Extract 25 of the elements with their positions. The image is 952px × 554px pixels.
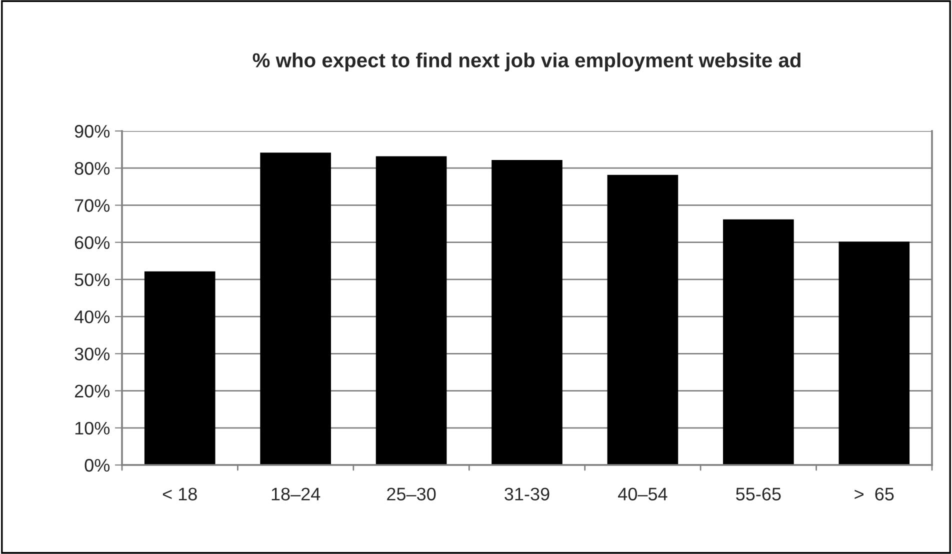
bar bbox=[607, 174, 678, 465]
y-tick-label: 30% bbox=[74, 348, 110, 360]
bar bbox=[723, 219, 794, 465]
y-tick-label: 40% bbox=[74, 310, 110, 324]
x-tick-label: 40–54 bbox=[618, 488, 668, 500]
bar bbox=[492, 160, 562, 465]
x-tick-label: 25–30 bbox=[387, 488, 436, 500]
bar bbox=[144, 271, 216, 465]
y-tick-label: 0% bbox=[84, 458, 110, 472]
bar bbox=[260, 152, 331, 465]
y-tick-label: 10% bbox=[75, 422, 110, 435]
bar bbox=[376, 156, 447, 465]
x-tick-label: 55-65 bbox=[736, 488, 781, 500]
x-tick-label: 31-39 bbox=[504, 488, 550, 500]
x-tick-label: 18–24 bbox=[272, 488, 320, 500]
x-tick-label: < 18 bbox=[162, 488, 197, 500]
chart-title: % who expect to find next job via employment website ad bbox=[252, 52, 800, 72]
y-tick-label: 50% bbox=[74, 273, 110, 286]
bar bbox=[838, 242, 910, 465]
y-tick-label: 70% bbox=[74, 199, 110, 212]
y-tick-label: 80% bbox=[74, 162, 110, 175]
y-tick-label: 60% bbox=[74, 236, 110, 250]
x-tick-label: > 65 bbox=[854, 488, 894, 500]
y-tick-label: 20% bbox=[74, 384, 110, 398]
y-tick-label: 90% bbox=[74, 124, 110, 138]
